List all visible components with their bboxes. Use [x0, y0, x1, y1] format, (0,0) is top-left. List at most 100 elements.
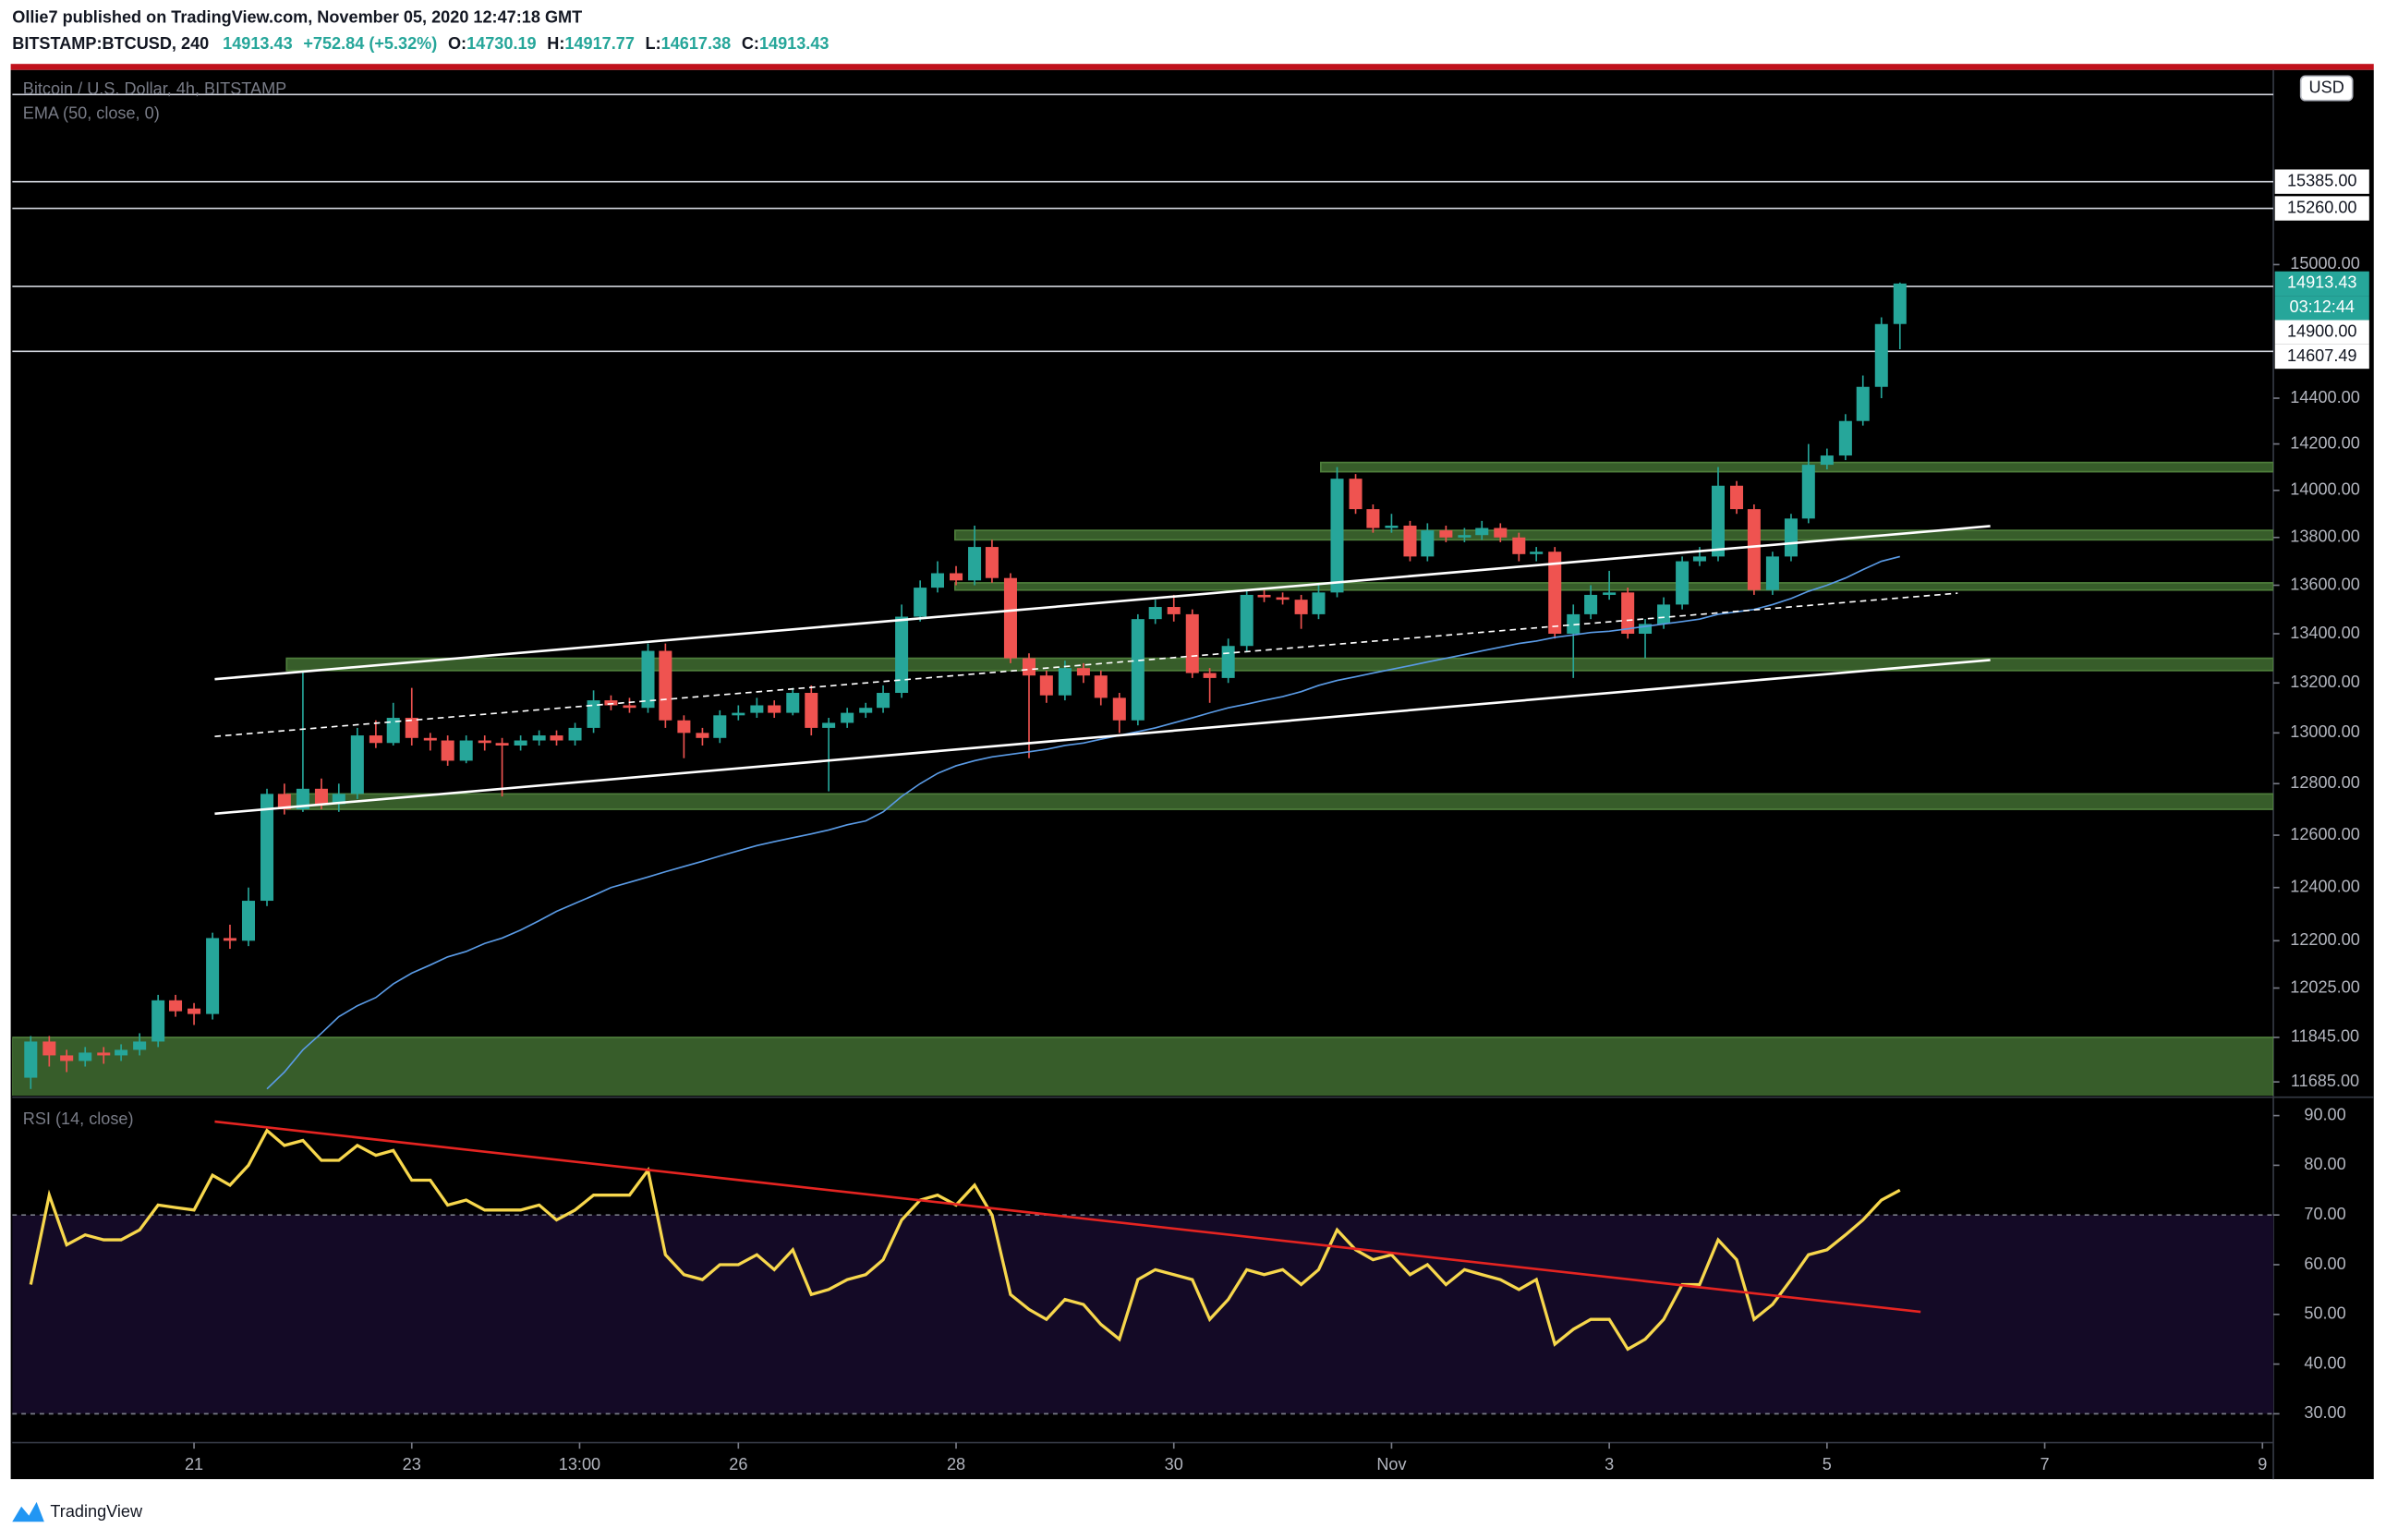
candle-body	[641, 650, 655, 709]
publisher-line: Ollie7 published on TradingView.com, Nov…	[12, 8, 582, 27]
currency: USD	[2309, 78, 2344, 96]
price-line-label-box	[2274, 169, 2369, 194]
candle-body	[732, 712, 745, 716]
candle-body	[1312, 592, 1326, 614]
rsi-band	[12, 1215, 2274, 1414]
support-zone	[285, 657, 2274, 672]
candle-body	[1692, 556, 1706, 562]
candle-body	[1639, 624, 1653, 634]
candle-body	[1603, 592, 1617, 595]
candle-body	[1276, 597, 1290, 600]
candle-body	[1820, 455, 1834, 466]
candle-body	[369, 735, 382, 744]
candle-body	[1167, 607, 1181, 614]
candle-body	[405, 718, 418, 738]
y-tick-label: 14400.00	[2290, 388, 2360, 406]
candle-body	[350, 735, 364, 794]
candle-body	[1874, 323, 1888, 387]
price-line-label-box	[2274, 344, 2369, 370]
x-tick-label: 26	[729, 1455, 747, 1473]
candle-body	[841, 712, 854, 723]
candle-body	[1094, 675, 1108, 698]
candle-body	[151, 1000, 165, 1042]
candle-body	[1003, 577, 1017, 659]
candle-body	[968, 547, 982, 581]
candle-body	[1530, 552, 1544, 554]
candle-body	[1148, 607, 1162, 620]
y-tick-label: 70.00	[2304, 1205, 2345, 1223]
candle-body	[206, 938, 220, 1014]
candle-body	[1294, 600, 1308, 614]
y-tick-label: 40.00	[2304, 1353, 2345, 1372]
y-tick-label: 13400.00	[2290, 624, 2360, 642]
candle-body	[587, 700, 600, 728]
symbol-legend: Bitcoin / U.S. Dollar, 4h, BITSTAMP	[23, 79, 286, 98]
candle-body	[115, 1049, 128, 1056]
candle-body	[1131, 619, 1145, 721]
candle-body	[532, 735, 546, 741]
candle-body	[1676, 561, 1690, 605]
candle-body	[1730, 485, 1744, 510]
symbol-line: BITSTAMP:BTCUSD, 240 14913.43 +752.84 (+…	[12, 34, 829, 53]
candle-body	[1203, 673, 1217, 678]
candle-body	[1711, 485, 1726, 557]
candle-body	[550, 735, 563, 741]
candle-body	[1330, 479, 1344, 593]
x-tick-label: 30	[1165, 1455, 1183, 1473]
logo-icon	[12, 1501, 44, 1522]
candle-body	[1548, 552, 1562, 634]
candle-body	[223, 938, 236, 941]
price-line-label-box	[2274, 196, 2369, 221]
y-tick-label: 80.00	[2304, 1155, 2345, 1173]
candle-body	[1439, 530, 1453, 538]
y-tick-label: 13800.00	[2290, 527, 2360, 546]
x-tick-label: 3	[1605, 1455, 1614, 1473]
candle-body	[877, 693, 890, 709]
y-tick-label: 60.00	[2304, 1255, 2345, 1273]
candle-body	[514, 740, 527, 746]
high-value: 14917.77	[564, 34, 635, 53]
y-tick-label: 12600.00	[2290, 825, 2360, 843]
trendline	[214, 659, 1991, 816]
close-label: C:	[742, 34, 759, 53]
x-tick-label: 9	[2258, 1455, 2267, 1473]
candle-body	[1838, 420, 1852, 456]
candle-body	[79, 1052, 92, 1061]
y-tick-label: 12400.00	[2290, 878, 2360, 896]
candle-body	[859, 708, 873, 713]
y-tick-label: 12025.00	[2290, 977, 2360, 996]
candle-body	[805, 693, 818, 728]
candle-body	[1567, 613, 1581, 634]
candle-body	[895, 616, 909, 694]
candle-body	[42, 1041, 56, 1056]
candle-body	[822, 722, 836, 728]
candle-body	[930, 573, 945, 588]
price-line-label: 15385.00	[2287, 171, 2357, 189]
candle-body	[1022, 658, 1036, 676]
candle-body	[768, 705, 781, 713]
candle-body	[786, 693, 800, 713]
low-label: L:	[646, 34, 661, 53]
trendline	[214, 592, 1958, 737]
candle-body	[1257, 594, 1271, 598]
indicator-line	[266, 555, 1901, 1090]
y-tick-label: 11845.00	[2291, 1027, 2359, 1046]
countdown-label: 03:12:44	[2289, 297, 2355, 316]
support-zone	[285, 793, 2274, 810]
candle-body	[1621, 592, 1635, 634]
currency-badge[interactable]	[2299, 75, 2354, 102]
candle-body	[985, 547, 999, 578]
candle-body	[659, 650, 672, 721]
close-value: 14913.43	[759, 34, 830, 53]
candle-body	[677, 720, 691, 734]
candle-body	[478, 740, 491, 744]
candle-body	[241, 901, 255, 941]
candle-body	[1893, 283, 1907, 324]
top-bar	[10, 64, 2374, 70]
candle-body	[441, 740, 454, 761]
y-tick-label: 90.00	[2304, 1105, 2345, 1123]
low-value: 14617.38	[661, 34, 732, 53]
y-tick-label: 13600.00	[2290, 575, 2360, 593]
symbol: BITSTAMP:BTCUSD, 240	[12, 34, 209, 53]
candle-body	[713, 715, 727, 738]
